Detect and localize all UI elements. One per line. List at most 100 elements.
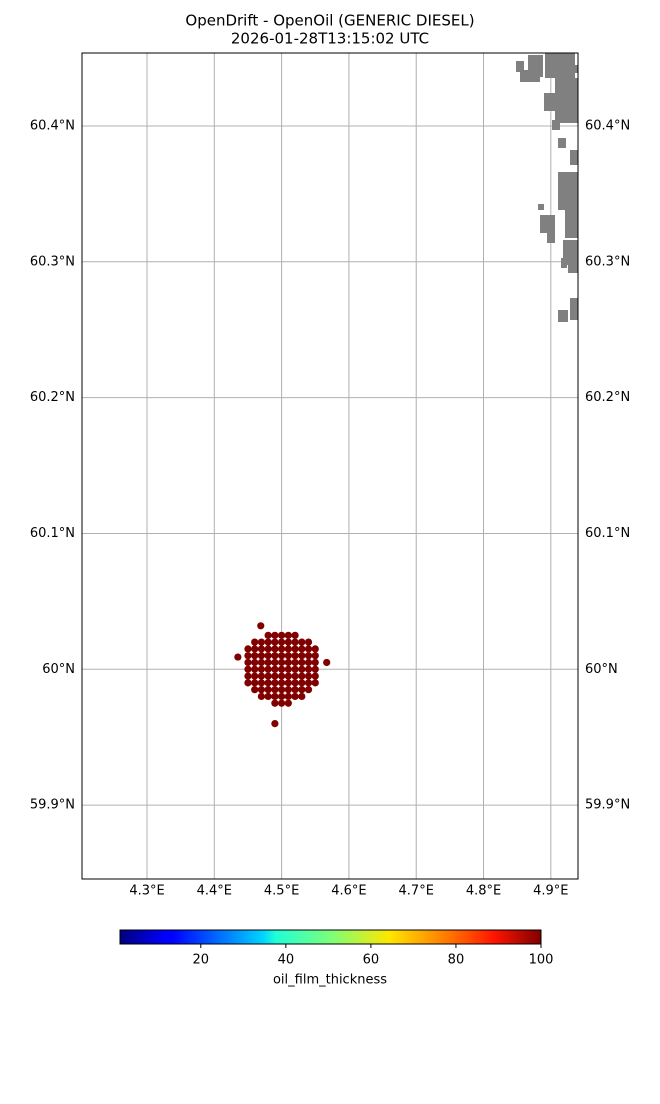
particle — [304, 652, 313, 660]
y-tick-label: 60.4°N — [30, 118, 75, 133]
particle — [284, 699, 292, 707]
particle — [298, 679, 306, 687]
particle — [291, 686, 299, 694]
particle — [244, 665, 252, 673]
particle — [278, 692, 286, 701]
particle — [278, 699, 286, 707]
particle — [284, 686, 292, 694]
particle — [271, 672, 279, 680]
x-tick-label: 4.7°E — [399, 884, 434, 899]
particle — [284, 645, 292, 653]
y-tick-label: 60.3°N — [30, 254, 75, 269]
particle — [264, 692, 272, 701]
particle — [264, 679, 272, 687]
y-tick-label: 60.2°N — [585, 390, 630, 405]
particle — [304, 645, 313, 653]
chart-subtitle: 2026-01-28T13:15:02 UTC — [231, 30, 429, 48]
particle — [298, 658, 306, 667]
x-tick-label: 4.8°E — [466, 884, 501, 899]
particle — [244, 652, 252, 660]
particle — [271, 658, 279, 667]
particle — [278, 645, 286, 653]
particle — [271, 665, 279, 673]
particles — [234, 622, 331, 728]
particle — [257, 686, 266, 694]
particle — [251, 645, 259, 653]
chart-title: OpenDrift - OpenOil (GENERIC DIESEL) — [185, 12, 474, 30]
particle — [298, 652, 306, 660]
particle — [251, 672, 259, 680]
land — [516, 53, 578, 322]
particle — [251, 658, 259, 667]
particle — [298, 692, 306, 701]
y-tick-label: 60.4°N — [585, 118, 630, 133]
particle — [278, 672, 286, 680]
colorbar-tick-label: 60 — [363, 953, 380, 968]
particle — [311, 652, 319, 660]
particle — [278, 665, 286, 673]
y-tick-label: 59.9°N — [585, 798, 630, 813]
particle — [244, 658, 252, 667]
particle — [251, 686, 259, 694]
x-tick-label: 4.4°E — [197, 884, 232, 899]
y-tick-label: 59.9°N — [30, 798, 75, 813]
colorbar-tick-label: 80 — [448, 953, 465, 968]
y-tick-label: 60.2°N — [30, 390, 75, 405]
particle — [298, 638, 306, 646]
particle — [291, 631, 299, 639]
particle — [257, 658, 266, 667]
colorbar-tick-label: 20 — [193, 953, 210, 968]
particle — [271, 692, 279, 701]
particle — [251, 638, 259, 646]
particle — [271, 720, 279, 728]
particle — [271, 645, 279, 653]
particle — [257, 672, 266, 680]
y-tick-label: 60°N — [42, 662, 75, 677]
particle — [291, 652, 299, 660]
particle — [257, 692, 266, 701]
particle — [298, 672, 306, 680]
colorbar — [119, 929, 542, 945]
particle — [284, 665, 292, 673]
particle — [284, 679, 292, 687]
colorbar-label: oil_film_thickness — [273, 973, 387, 988]
particle — [244, 672, 252, 680]
particle — [264, 686, 272, 694]
particle — [304, 638, 313, 646]
particle — [304, 686, 313, 694]
particle — [264, 645, 272, 653]
particle — [284, 638, 292, 646]
particle — [271, 638, 279, 646]
particle — [311, 679, 319, 687]
x-tick-label: 4.5°E — [264, 884, 299, 899]
particle — [291, 645, 299, 653]
x-tick-label: 4.6°E — [331, 884, 366, 899]
particle — [291, 672, 299, 680]
particle — [284, 631, 292, 639]
particle — [271, 679, 279, 687]
particle — [298, 686, 306, 694]
y-tick-label: 60°N — [585, 662, 618, 677]
y-tick-label: 60.3°N — [585, 254, 630, 269]
particle — [257, 645, 266, 653]
particle — [304, 658, 313, 667]
particle — [311, 645, 319, 653]
plot-frame — [81, 52, 579, 880]
particle — [304, 679, 313, 687]
particle — [251, 652, 259, 660]
particle — [298, 665, 306, 673]
x-tick-label: 4.9°E — [533, 884, 568, 899]
particle — [291, 658, 299, 667]
particle — [278, 638, 286, 646]
particle — [304, 665, 313, 673]
particle — [264, 665, 272, 673]
particle — [311, 658, 319, 667]
particle — [257, 665, 266, 673]
particle — [257, 679, 266, 687]
particle — [323, 658, 331, 667]
particle — [271, 631, 279, 639]
particle — [278, 686, 286, 694]
particle — [264, 652, 272, 660]
